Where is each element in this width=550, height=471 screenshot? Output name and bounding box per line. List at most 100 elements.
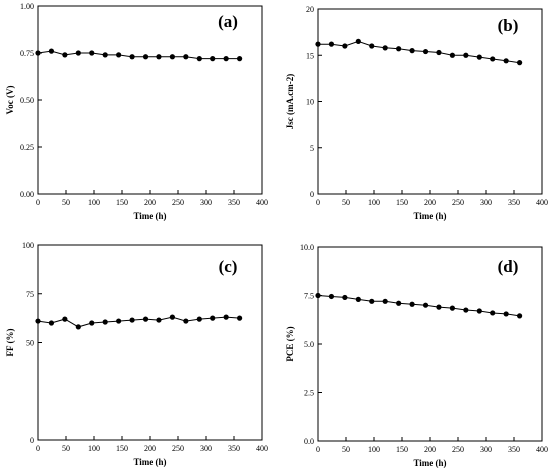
x-axis-label: Time (h) <box>413 458 446 468</box>
data-point <box>436 304 442 310</box>
data-point <box>129 54 135 60</box>
y-tick-label: 7.5 <box>304 292 314 301</box>
x-tick-label: 100 <box>88 444 100 453</box>
data-point <box>396 46 402 52</box>
series-line <box>318 40 520 64</box>
data-point <box>169 54 175 60</box>
panel-label: (d) <box>498 257 519 276</box>
x-tick-label: 300 <box>200 198 212 207</box>
x-tick-label: 200 <box>144 198 156 207</box>
data-point <box>237 56 243 62</box>
y-tick-label: 0 <box>30 436 34 445</box>
y-tick-label: 5 <box>310 144 314 153</box>
data-point <box>35 50 41 56</box>
series-line <box>37 316 240 328</box>
data-point <box>355 38 361 44</box>
data-point <box>62 316 68 322</box>
series-line <box>317 295 520 317</box>
y-tick-label: 10 <box>306 98 314 107</box>
data-point <box>328 293 335 300</box>
y-tick-label: 15 <box>306 51 314 60</box>
y-tick-label: 0.75 <box>20 49 34 58</box>
x-tick-label: 400 <box>256 198 268 207</box>
x-axis-label: Time (h) <box>413 211 446 221</box>
data-point <box>183 318 189 324</box>
data-point <box>75 50 81 56</box>
y-axis-label: Jsc (mA.cm-2) <box>285 74 295 129</box>
data-point <box>517 60 523 66</box>
data-point <box>490 56 496 62</box>
x-tick-label: 400 <box>536 198 548 207</box>
data-point <box>382 45 388 51</box>
panel-b: 0 50 100 150 200 250 300 350 400 0 5 10 15 20 Time (h)… <box>285 5 548 221</box>
x-tick-label: 200 <box>424 445 436 454</box>
data-point <box>315 292 321 299</box>
data-point <box>35 318 41 324</box>
data-point <box>116 318 122 324</box>
x-tick-label: 250 <box>172 198 184 207</box>
x-tick-label: 350 <box>508 445 520 454</box>
data-point <box>355 296 361 302</box>
y-tick-label: 0.25 <box>20 143 34 152</box>
data-point <box>503 58 509 64</box>
y-axis-label: Voc (V) <box>5 86 15 115</box>
data-point <box>396 300 402 306</box>
data-point <box>490 310 496 316</box>
x-tick-label: 150 <box>116 444 128 453</box>
panel-label: (a) <box>218 12 238 31</box>
x-tick-label: 200 <box>424 198 436 207</box>
y-tick-label: 2.5 <box>304 389 314 398</box>
data-point <box>223 56 229 62</box>
data-point <box>422 302 429 308</box>
x-tick-label: 0 <box>316 445 320 454</box>
x-tick-label: 250 <box>452 198 464 207</box>
y-tick-label: 75 <box>26 290 34 299</box>
x-tick-label: 300 <box>480 198 492 207</box>
data-point <box>449 52 455 58</box>
panel-d: 0 50 100 150 200 250 300 350 400 0.0 2.5 5.0 7.5 10.0… <box>285 243 548 468</box>
data-point <box>315 41 321 47</box>
data-point <box>210 56 216 62</box>
x-tick-label: 150 <box>116 198 128 207</box>
plot-frame <box>317 8 543 195</box>
panel-label: (c) <box>219 257 238 276</box>
data-point <box>463 52 469 58</box>
data-point <box>369 43 375 49</box>
data-point <box>382 298 388 304</box>
x-tick-label: 50 <box>342 445 350 454</box>
data-point <box>237 315 243 321</box>
data-point <box>129 317 135 323</box>
data-point <box>476 54 482 60</box>
y-axis-label: FF (%) <box>5 329 15 357</box>
x-tick-label: 100 <box>368 198 380 207</box>
y-tick-label: 5.0 <box>304 340 314 349</box>
panel-c: 0 50 100 150 200 250 300 350 400 0 50 75 100 Time (h)… <box>5 241 268 467</box>
data-point <box>463 307 469 313</box>
y-tick-label: 1.00 <box>20 2 34 11</box>
data-point <box>142 316 149 322</box>
data-point <box>156 54 162 60</box>
data-point <box>476 308 482 314</box>
data-point <box>183 54 189 60</box>
data-point <box>48 48 55 54</box>
y-tick-label: 0.50 <box>20 96 34 105</box>
data-point <box>48 320 55 326</box>
y-tick-label: 0.00 <box>20 190 34 199</box>
x-tick-label: 350 <box>228 444 240 453</box>
data-point <box>196 316 202 322</box>
data-point <box>116 52 122 58</box>
data-point <box>142 54 149 60</box>
data-point <box>75 324 81 330</box>
x-tick-label: 400 <box>536 445 548 454</box>
data-point <box>328 41 335 47</box>
panel-label: (b) <box>498 16 519 35</box>
x-tick-label: 400 <box>256 444 268 453</box>
y-tick-label: 0 <box>310 190 314 199</box>
data-point <box>409 301 415 307</box>
x-tick-label: 250 <box>452 445 464 454</box>
data-point <box>436 49 442 56</box>
x-tick-label: 250 <box>172 444 184 453</box>
data-point <box>517 313 523 319</box>
